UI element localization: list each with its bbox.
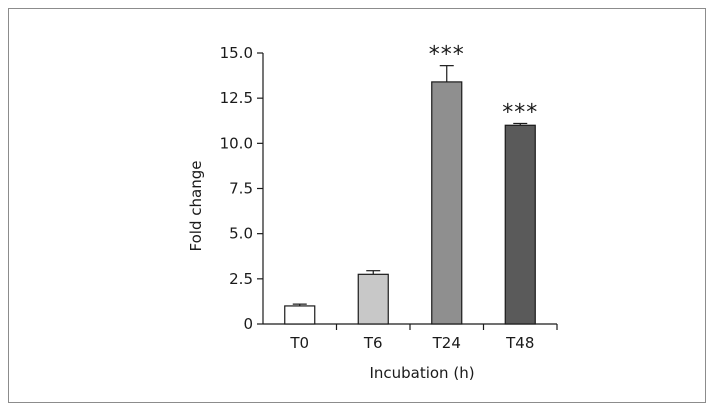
x-tick-label: T48	[505, 334, 534, 352]
y-tick-label: 0	[243, 315, 253, 333]
x-tick-label: T24	[432, 334, 461, 352]
y-axis-label: Fold change	[187, 161, 205, 252]
y-tick-label: 10.0	[220, 134, 253, 152]
bar-t24	[431, 81, 463, 325]
bar-t48	[504, 124, 536, 325]
error-bars	[292, 65, 528, 306]
bar-t6	[357, 273, 389, 325]
y-tick-label: 2.5	[229, 270, 253, 288]
figure-frame: 0 2.5 5.0 7.5 10.0 12.5 15.0 T0 T6 T24 T48 *** ***…	[8, 8, 706, 403]
x-tick-label: T0	[289, 334, 309, 352]
y-tick-label: 12.5	[220, 89, 253, 107]
significance-markers: *** ***	[429, 43, 538, 126]
significance-marker-t24: ***	[429, 43, 465, 68]
x-axis: T0 T6 T24 T48	[263, 323, 558, 352]
x-axis-label: Incubation (h)	[369, 364, 474, 382]
y-tick-label: 7.5	[229, 180, 253, 198]
bar-chart: 02.55.07.510.012.515.0 T0 T6 T24 T48 ******…	[187, 43, 558, 382]
x-tick-label: T6	[363, 334, 383, 352]
y-tick-label: 5.0	[229, 225, 253, 243]
y-tick-label: 15.0	[220, 44, 253, 62]
bars	[284, 81, 536, 325]
y-axis: 0 2.5 5.0 7.5 10.0 12.5 15.0	[220, 44, 264, 333]
bar-t0	[284, 305, 316, 325]
significance-marker-t48: ***	[502, 100, 538, 125]
